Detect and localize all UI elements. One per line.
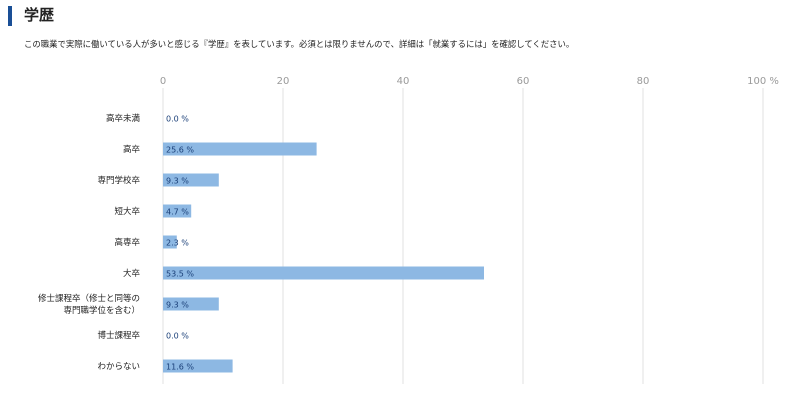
bar bbox=[163, 266, 484, 280]
x-tick-label: 60 bbox=[517, 76, 530, 87]
category-label: わからない bbox=[97, 362, 140, 372]
x-tick-label: 100 % bbox=[747, 76, 779, 87]
category-label: 修士課程卒（修士と同等の bbox=[38, 293, 140, 304]
category-label: 専門学校卒 bbox=[97, 175, 140, 186]
data-label: 11.6 % bbox=[166, 363, 194, 372]
category-label: 大卒 bbox=[123, 268, 141, 279]
bar bbox=[163, 204, 192, 218]
x-tick-label: 0 bbox=[160, 76, 166, 87]
category-label: 高専卒 bbox=[114, 237, 140, 248]
x-tick-label: 40 bbox=[397, 76, 410, 87]
title-accent-bar bbox=[8, 6, 12, 26]
data-label: 25.6 % bbox=[166, 146, 194, 155]
section-description: この職業で実際に働いている人が多いと感じる『学歴』を表しています。必須とは限りま… bbox=[24, 39, 575, 49]
data-label: 9.3 % bbox=[166, 301, 189, 310]
data-label: 9.3 % bbox=[166, 177, 189, 186]
category-label: 高卒 bbox=[123, 144, 141, 155]
category-label: 短大卒 bbox=[114, 206, 140, 217]
bar bbox=[163, 297, 219, 311]
data-label: 0.0 % bbox=[166, 332, 189, 341]
x-tick-label: 80 bbox=[637, 76, 650, 87]
section-title: 学歴 bbox=[24, 6, 55, 24]
category-label: 高卒未満 bbox=[106, 113, 141, 124]
bar bbox=[163, 359, 233, 373]
bar bbox=[163, 142, 317, 156]
bar bbox=[163, 173, 219, 187]
category-label: 専門職学位を含む） bbox=[63, 305, 140, 316]
data-label: 0.0 % bbox=[166, 115, 189, 124]
x-tick-label: 20 bbox=[277, 76, 290, 87]
data-label: 4.7 % bbox=[166, 208, 189, 217]
category-label: 博士課程卒 bbox=[97, 330, 140, 341]
data-label: 53.5 % bbox=[166, 270, 194, 279]
bar bbox=[163, 235, 177, 249]
data-label: 2.3 % bbox=[166, 239, 189, 248]
